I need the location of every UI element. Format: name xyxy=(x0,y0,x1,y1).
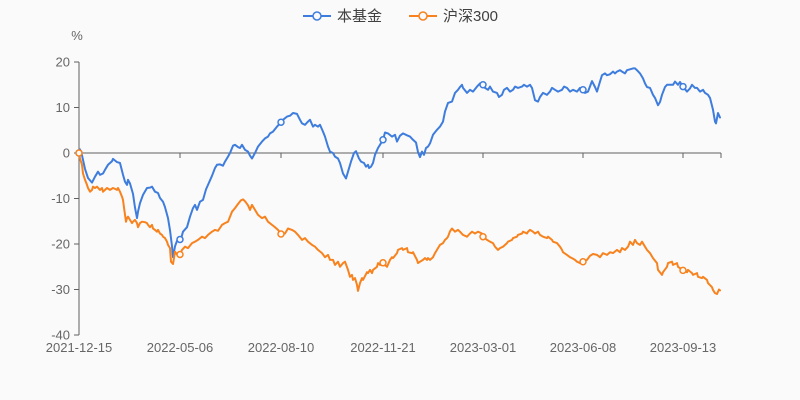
legend-label-benchmark: 沪深300 xyxy=(442,8,499,25)
benchmark-series-marker xyxy=(379,259,387,267)
y-axis-tick-label: 20 xyxy=(56,55,70,70)
y-axis-tick-label: -30 xyxy=(51,282,70,297)
fund-series-marker xyxy=(379,136,387,144)
fund-series-marker xyxy=(679,82,687,91)
line-circle-icon xyxy=(302,10,331,21)
x-axis-tick-label: 2023-03-01 xyxy=(450,340,517,355)
y-axis-tick-label: -10 xyxy=(51,191,70,206)
legend-item-fund[interactable]: 本基金 xyxy=(302,5,382,26)
y-axis-tick-label: -40 xyxy=(51,328,70,343)
benchmark-series-marker xyxy=(679,266,687,275)
benchmark-series-marker xyxy=(479,232,487,241)
y-axis-unit-label: % xyxy=(71,28,83,43)
line-circle-icon xyxy=(408,10,437,21)
fund-series-marker xyxy=(176,235,184,244)
legend-label-fund: 本基金 xyxy=(336,8,382,25)
fund-series-marker xyxy=(479,81,487,89)
y-axis-tick-label: 10 xyxy=(56,100,70,115)
benchmark-series-marker xyxy=(176,250,184,259)
legend-item-benchmark[interactable]: 沪深300 xyxy=(408,5,498,26)
x-axis-tick-label: 2023-06-08 xyxy=(550,340,617,355)
x-axis-tick-label: 2022-08-10 xyxy=(248,340,315,355)
x-axis-tick-label: 2022-11-21 xyxy=(350,340,416,355)
benchmark-series-marker xyxy=(75,149,83,157)
chart-legend: 本基金 沪深300 xyxy=(0,5,800,26)
x-axis-tick-label: 2023-09-13 xyxy=(650,340,717,355)
benchmark-series-marker xyxy=(579,257,587,266)
benchmark-series-line xyxy=(78,152,721,295)
fund-series-line xyxy=(78,67,721,259)
benchmark-series-marker xyxy=(277,230,285,238)
y-axis-tick-label: 0 xyxy=(63,146,70,161)
x-axis-tick-label: 2022-05-06 xyxy=(147,340,214,355)
fund-series-marker xyxy=(579,86,587,94)
y-axis-tick-label: -20 xyxy=(51,237,70,252)
x-axis-tick-label: 2021-12-15 xyxy=(46,340,113,355)
fund-series-marker xyxy=(277,118,285,126)
